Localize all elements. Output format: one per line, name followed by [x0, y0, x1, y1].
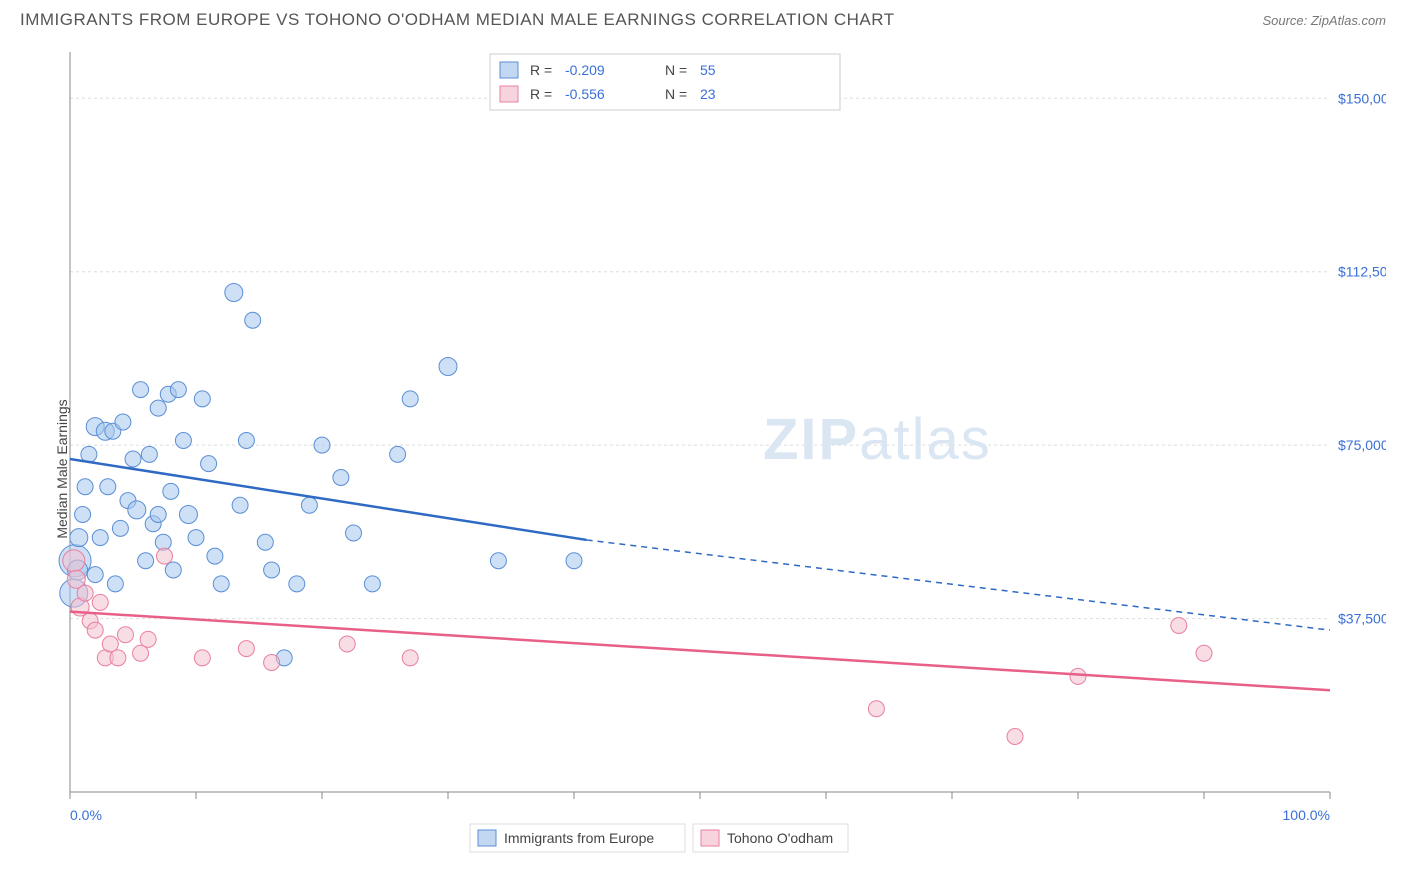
tohono-point [157, 548, 173, 564]
europe-point [232, 497, 248, 513]
europe-point [77, 479, 93, 495]
europe-point [213, 576, 229, 592]
europe-point [364, 576, 380, 592]
europe-point [194, 391, 210, 407]
europe-point [70, 529, 88, 547]
tohono-point [339, 636, 355, 652]
svg-text:Tohono O'odham: Tohono O'odham [727, 830, 833, 846]
europe-point [264, 562, 280, 578]
svg-text:-0.209: -0.209 [565, 62, 605, 78]
tohono-point [92, 594, 108, 610]
svg-text:23: 23 [700, 86, 716, 102]
tohono-point [110, 650, 126, 666]
tohono-point [117, 627, 133, 643]
europe-point [100, 479, 116, 495]
svg-text:$150,000: $150,000 [1338, 90, 1386, 106]
europe-point [150, 400, 166, 416]
europe-point [163, 483, 179, 499]
svg-text:Immigrants from Europe: Immigrants from Europe [504, 830, 654, 846]
europe-point [301, 497, 317, 513]
europe-point [289, 576, 305, 592]
europe-point [333, 470, 349, 486]
tohono-point [402, 650, 418, 666]
svg-text:R =: R = [530, 62, 552, 78]
tohono-point [140, 631, 156, 647]
y-axis-label: Median Male Earnings [54, 399, 70, 538]
tohono-point [133, 645, 149, 661]
europe-point [314, 437, 330, 453]
tohono-point [63, 550, 85, 572]
svg-text:100.0%: 100.0% [1283, 807, 1330, 823]
europe-point [207, 548, 223, 564]
svg-text:-0.556: -0.556 [565, 86, 605, 102]
tohono-point [102, 636, 118, 652]
tohono-point [868, 701, 884, 717]
europe-point [566, 553, 582, 569]
tohono-point [238, 641, 254, 657]
tohono-point [87, 622, 103, 638]
europe-point [201, 456, 217, 472]
tohono-point [1007, 729, 1023, 745]
chart-source: Source: ZipAtlas.com [1262, 13, 1386, 28]
europe-point [150, 507, 166, 523]
europe-trendline-ext [587, 540, 1330, 630]
europe-point [92, 530, 108, 546]
tohono-trendline [70, 612, 1330, 691]
europe-point [225, 284, 243, 302]
svg-text:N =: N = [665, 62, 687, 78]
europe-point [87, 567, 103, 583]
europe-point [245, 312, 261, 328]
tohono-point [194, 650, 210, 666]
svg-text:ZIPatlas: ZIPatlas [763, 407, 992, 472]
europe-point [179, 506, 197, 524]
svg-text:0.0%: 0.0% [70, 807, 102, 823]
tohono-point [1171, 618, 1187, 634]
europe-point [402, 391, 418, 407]
europe-point [165, 562, 181, 578]
europe-point [128, 501, 146, 519]
europe-point [390, 446, 406, 462]
chart-title: IMMIGRANTS FROM EUROPE VS TOHONO O'ODHAM… [20, 10, 895, 30]
europe-point [133, 382, 149, 398]
series-legend: Immigrants from Europe Tohono O'odham [470, 824, 848, 852]
europe-point [115, 414, 131, 430]
europe-point [75, 507, 91, 523]
europe-point [346, 525, 362, 541]
europe-point [170, 382, 186, 398]
tohono-point [264, 655, 280, 671]
svg-text:R =: R = [530, 86, 552, 102]
europe-point [490, 553, 506, 569]
svg-text:55: 55 [700, 62, 716, 78]
svg-text:$75,000: $75,000 [1338, 437, 1386, 453]
europe-point [125, 451, 141, 467]
europe-point [439, 358, 457, 376]
tohono-point [1196, 645, 1212, 661]
svg-text:$112,500: $112,500 [1338, 264, 1386, 280]
chart-area: Median Male Earnings $37,500 $75,000 $112,… [50, 36, 1386, 886]
correlation-legend: R = -0.209 N = 55 R = -0.556 N = 23 [490, 54, 840, 110]
europe-point [138, 553, 154, 569]
tohono-point [1070, 668, 1086, 684]
tohono-point [77, 585, 93, 601]
europe-point [175, 433, 191, 449]
europe-point [257, 534, 273, 550]
chart-header: IMMIGRANTS FROM EUROPE VS TOHONO O'ODHAM… [0, 0, 1406, 36]
europe-point [112, 520, 128, 536]
europe-point [238, 433, 254, 449]
europe-point [141, 446, 157, 462]
svg-text:N =: N = [665, 86, 687, 102]
svg-text:$37,500: $37,500 [1338, 611, 1386, 627]
europe-point [188, 530, 204, 546]
scatter-chart: $37,500 $75,000 $112,500 $150,000 ZIPatlas 0.… [50, 36, 1386, 886]
europe-point [107, 576, 123, 592]
